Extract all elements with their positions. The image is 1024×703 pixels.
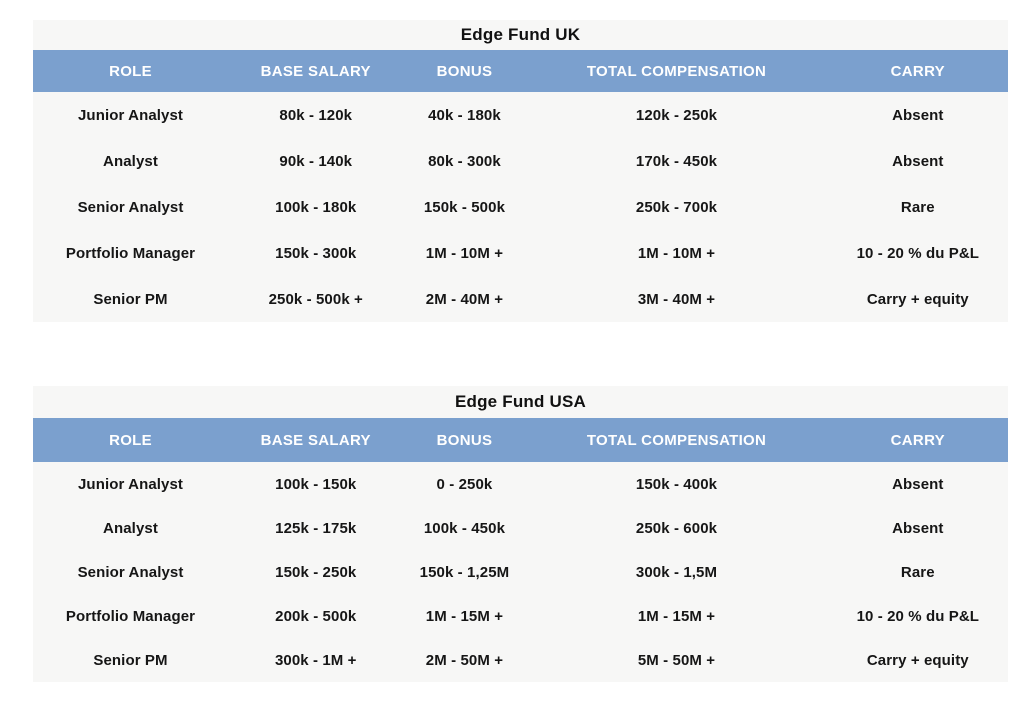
cell-carry: Absent	[892, 152, 944, 170]
column-header-base-salary: BASE SALARY	[260, 431, 371, 449]
cell-base-salary: 90k - 140k	[279, 152, 353, 170]
cell-role: Junior Analyst	[77, 106, 184, 124]
cell-bonus: 2M - 50M +	[425, 651, 504, 669]
cell-base-salary: 80k - 120k	[279, 106, 353, 124]
cell-base-salary: 300k - 1M +	[274, 651, 357, 669]
column-header-base-salary: BASE SALARY	[260, 62, 371, 80]
cell-role: Analyst	[103, 519, 158, 537]
cell-bonus: 1M - 15M +	[425, 607, 504, 625]
cell-role: Junior Analyst	[77, 475, 184, 493]
cell-carry: 10 - 20 % du P&L	[856, 244, 980, 262]
cell-bonus: 100k - 450k	[423, 519, 506, 537]
table-header-row: ROLE BASE SALARY BONUS TOTAL COMPENSATIO…	[33, 418, 1008, 462]
column-header-carry: CARRY	[890, 62, 945, 80]
cell-total-compensation: 150k - 400k	[635, 475, 718, 493]
cell-total-compensation: 5M - 50M +	[637, 651, 716, 669]
cell-carry: 10 - 20 % du P&L	[856, 607, 980, 625]
cell-role: Senior PM	[93, 290, 168, 308]
cell-base-salary: 100k - 150k	[275, 475, 357, 493]
column-header-carry: CARRY	[890, 431, 945, 449]
cell-base-salary: 150k - 300k	[275, 244, 357, 262]
table-title: Edge Fund UK	[33, 20, 1008, 50]
column-header-bonus: BONUS	[436, 431, 493, 449]
table-row: Portfolio Manager 200k - 500k 1M - 15M +…	[33, 594, 1008, 638]
cell-total-compensation: 120k - 250k	[635, 106, 718, 124]
table-row: Analyst 90k - 140k 80k - 300k 170k - 450…	[33, 138, 1008, 184]
cell-base-salary: 200k - 500k	[275, 607, 357, 625]
table-row: Senior Analyst 150k - 250k 150k - 1,25M …	[33, 550, 1008, 594]
cell-bonus: 0 - 250k	[436, 475, 493, 493]
cell-role: Portfolio Manager	[65, 607, 196, 625]
table-row: Senior PM 300k - 1M + 2M - 50M + 5M - 50…	[33, 638, 1008, 682]
cell-bonus: 150k - 1,25M	[419, 563, 510, 581]
table-row: Junior Analyst 100k - 150k 0 - 250k 150k…	[33, 462, 1008, 506]
table-body: Junior Analyst 80k - 120k 40k - 180k 120…	[33, 92, 1008, 322]
cell-role: Senior Analyst	[77, 563, 184, 581]
column-header-role: ROLE	[109, 62, 152, 80]
cell-total-compensation: 3M - 40M +	[637, 290, 716, 308]
cell-total-compensation: 170k - 450k	[635, 152, 718, 170]
cell-bonus: 40k - 180k	[428, 106, 501, 124]
table-title: Edge Fund USA	[33, 386, 1008, 418]
cell-total-compensation: 1M - 15M +	[637, 607, 716, 625]
cell-bonus: 1M - 10M +	[425, 244, 504, 262]
cell-carry: Rare	[900, 198, 935, 216]
table-header-row: ROLE BASE SALARY BONUS TOTAL COMPENSATIO…	[33, 50, 1008, 92]
cell-base-salary: 125k - 175k	[275, 519, 357, 537]
column-header-total-compensation: TOTAL COMPENSATION	[586, 62, 767, 80]
cell-base-salary: 150k - 250k	[275, 563, 357, 581]
cell-carry: Carry + equity	[866, 651, 969, 669]
cell-carry: Rare	[900, 563, 935, 581]
table-edge-fund-uk: Edge Fund UK ROLE BASE SALARY BONUS TOTA…	[33, 20, 1008, 322]
cell-role: Portfolio Manager	[65, 244, 196, 262]
cell-base-salary: 100k - 180k	[275, 198, 357, 216]
table-edge-fund-usa: Edge Fund USA ROLE BASE SALARY BONUS TOT…	[33, 386, 1008, 682]
cell-total-compensation: 250k - 600k	[635, 519, 718, 537]
cell-role: Senior PM	[93, 651, 168, 669]
cell-bonus: 2M - 40M +	[425, 290, 504, 308]
cell-carry: Absent	[892, 475, 944, 493]
cell-role: Analyst	[103, 152, 158, 170]
cell-carry: Absent	[892, 519, 944, 537]
table-row: Senior PM 250k - 500k + 2M - 40M + 3M - …	[33, 276, 1008, 322]
cell-base-salary: 250k - 500k +	[268, 290, 363, 308]
cell-role: Senior Analyst	[77, 198, 184, 216]
table-row: Senior Analyst 100k - 180k 150k - 500k 2…	[33, 184, 1008, 230]
cell-total-compensation: 300k - 1,5M	[635, 563, 718, 581]
column-header-total-compensation: TOTAL COMPENSATION	[586, 431, 767, 449]
cell-bonus: 150k - 500k	[423, 198, 506, 216]
table-row: Portfolio Manager 150k - 300k 1M - 10M +…	[33, 230, 1008, 276]
table-row: Junior Analyst 80k - 120k 40k - 180k 120…	[33, 92, 1008, 138]
table-body: Junior Analyst 100k - 150k 0 - 250k 150k…	[33, 462, 1008, 682]
cell-carry: Absent	[892, 106, 944, 124]
column-header-bonus: BONUS	[436, 62, 493, 80]
cell-total-compensation: 1M - 10M +	[637, 244, 716, 262]
cell-total-compensation: 250k - 700k	[635, 198, 718, 216]
column-header-role: ROLE	[109, 431, 152, 449]
table-row: Analyst 125k - 175k 100k - 450k 250k - 6…	[33, 506, 1008, 550]
cell-bonus: 80k - 300k	[428, 152, 501, 170]
cell-carry: Carry + equity	[866, 290, 969, 308]
